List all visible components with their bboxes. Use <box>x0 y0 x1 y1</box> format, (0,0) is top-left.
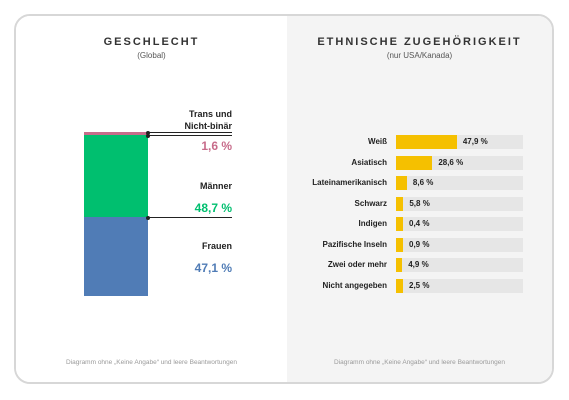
bar-4 <box>396 217 403 231</box>
category-label-5: Pazifische Inseln <box>322 239 387 249</box>
bar-segment-0 <box>84 132 148 135</box>
bar-0 <box>396 135 457 149</box>
category-label-7: Nicht angegeben <box>322 280 387 290</box>
gender-footnote: Diagramm ohne „Keine Angabe“ und leere B… <box>66 359 237 366</box>
gender-subtitle: (Global) <box>137 51 166 60</box>
bar-track-5 <box>396 237 523 252</box>
leader-dot-0 <box>146 130 150 135</box>
category-label-2: Lateinamerikanisch <box>312 178 387 187</box>
segment-value-1: 48,7 % <box>194 201 232 215</box>
value-label-2: 8,6 % <box>412 178 434 187</box>
category-label-4: Indigen <box>358 219 387 228</box>
chart-card: GESCHLECHT (Global) Trans und Nicht-binär… <box>14 14 554 384</box>
gender-stacked-bar <box>84 132 148 296</box>
gender-title: GESCHLECHT <box>103 36 200 48</box>
ethnicity-subtitle: (nur USA/Kanada) <box>386 51 453 60</box>
bar-7 <box>396 278 403 293</box>
bar-track-7 <box>396 278 523 293</box>
bar-6 <box>396 258 403 272</box>
value-label-4: 0,4 % <box>409 219 430 228</box>
category-label-1: Asiatisch <box>351 157 387 167</box>
value-label-0: 47,9 % <box>462 137 488 146</box>
leader-dot-1 <box>146 133 150 138</box>
ethnicity-panel: ETHNISCHE ZUGEHÖRIGKEIT (nur USA/Kanada)… <box>287 16 552 382</box>
bar-segment-2 <box>84 217 148 296</box>
leader-dot-2 <box>146 215 150 220</box>
value-label-6: 4,9 % <box>408 260 429 269</box>
segment-value-0: 1,6 % <box>201 139 232 153</box>
bar-track-6 <box>396 258 523 272</box>
value-label-7: 2,5 % <box>409 280 430 290</box>
leader-line-0 <box>148 132 232 133</box>
bar-track-4 <box>396 217 523 231</box>
bar-segment-1 <box>84 135 148 217</box>
segment-label-1: Männer <box>199 181 232 191</box>
gender-panel: GESCHLECHT (Global) Trans und Nicht-binär… <box>16 16 287 382</box>
segment-value-2: 47,1 % <box>194 261 232 275</box>
ethnicity-footnote: Diagramm ohne „Keine Angabe“ und leere B… <box>334 359 505 366</box>
bar-1 <box>396 155 433 170</box>
value-label-5: 0,9 % <box>409 239 430 249</box>
segment-label-2: Frauen <box>201 241 232 251</box>
bar-3 <box>396 196 404 211</box>
segment-label-0: Trans und Nicht-binär <box>184 109 232 131</box>
ethnicity-title: ETHNISCHE ZUGEHÖRIGKEIT <box>317 36 522 48</box>
leader-line-2 <box>148 217 232 218</box>
bar-2 <box>396 176 407 190</box>
category-label-0: Weiß <box>368 137 387 146</box>
leader-line-1 <box>148 135 232 136</box>
category-label-6: Zwei oder mehr <box>327 260 387 269</box>
bar-track-2 <box>396 176 523 190</box>
category-label-3: Schwarz <box>354 198 387 208</box>
value-label-3: 5,8 % <box>409 198 430 208</box>
value-label-1: 28,6 % <box>438 157 464 167</box>
bar-5 <box>396 237 403 252</box>
bar-track-3 <box>396 196 523 211</box>
